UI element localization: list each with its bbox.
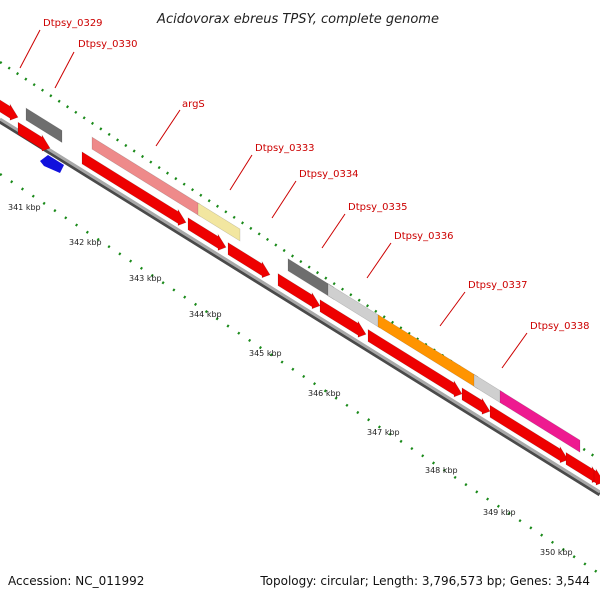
- gene-label-dtpsy-0334[interactable]: Dtpsy_0334: [299, 169, 359, 180]
- kbp-tick-labels: 341 kbp 342 kbp 343 kbp 344 kbp 345 kbp …: [8, 203, 573, 557]
- leader-dtpsy-0329: [19, 29, 41, 69]
- gene-feature-inner-3[interactable]: [187, 217, 227, 251]
- gene-feature-inner-2[interactable]: [81, 151, 187, 226]
- gene-feature-dtpsy-0338[interactable]: [499, 389, 581, 453]
- kbp-label-349: 349 kbp: [483, 508, 516, 517]
- kbp-label-342: 342 kbp: [69, 238, 102, 247]
- leader-dtpsy-0335: [321, 213, 346, 249]
- gene-feature-inner-1[interactable]: [17, 121, 51, 152]
- kbp-label-350: 350 kbp: [540, 548, 573, 557]
- leader-dtpsy-0333: [229, 154, 253, 191]
- kbp-label-348: 348 kbp: [425, 466, 458, 475]
- accession-text: Accession: NC_011992: [8, 574, 144, 588]
- gene-feature-inner-4[interactable]: [227, 242, 271, 279]
- kbp-label-346: 346 kbp: [308, 389, 341, 398]
- kbp-label-347: 347 kbp: [367, 428, 400, 437]
- leader-dtpsy-0336: [366, 242, 392, 279]
- gene-feature-inner-7[interactable]: [367, 328, 463, 398]
- kbp-label-341: 341 kbp: [8, 203, 41, 212]
- gene-label-args[interactable]: argS: [182, 99, 205, 110]
- gene-feature-inner-6[interactable]: [319, 299, 367, 338]
- map-title: Acidovorax ebreus TPSY, complete genome: [156, 12, 439, 27]
- leader-args: [155, 109, 181, 147]
- kbp-label-345: 345 kbp: [249, 349, 282, 358]
- kbp-label-344: 344 kbp: [189, 310, 222, 319]
- gene-label-dtpsy-0338[interactable]: Dtpsy_0338: [530, 321, 590, 332]
- gene-feature-inner-5[interactable]: [277, 273, 321, 310]
- genome-backbone: [0, 117, 600, 497]
- leader-dtpsy-0338: [501, 332, 528, 369]
- genome-summary-text: Topology: circular; Length: 3,796,573 bp…: [259, 574, 590, 588]
- gene-label-dtpsy-0333[interactable]: Dtpsy_0333: [255, 143, 315, 154]
- gene-label-dtpsy-0336[interactable]: Dtpsy_0336: [394, 231, 454, 242]
- gene-features: [0, 98, 600, 486]
- blue-feature: [40, 155, 64, 173]
- kbp-label-343: 343 kbp: [129, 274, 162, 283]
- gene-label-dtpsy-0337[interactable]: Dtpsy_0337: [468, 280, 528, 291]
- gene-feature-dtpsy-0336[interactable]: [327, 283, 381, 329]
- gene-label-dtpsy-0329[interactable]: Dtpsy_0329: [43, 18, 103, 29]
- leader-dtpsy-0334: [271, 180, 297, 219]
- gene-feature-dtpsy-0330[interactable]: [25, 107, 63, 144]
- leader-dtpsy-0337: [439, 291, 466, 327]
- gene-feature-inner-9[interactable]: [489, 404, 569, 464]
- gene-feature-inner-8[interactable]: [461, 387, 491, 415]
- label-leader-lines: [19, 29, 528, 369]
- gene-feature-dtpsy-0333[interactable]: [197, 202, 241, 242]
- gene-label-dtpsy-0330[interactable]: Dtpsy_0330: [78, 39, 138, 50]
- gene-label-dtpsy-0335[interactable]: Dtpsy_0335: [348, 202, 408, 213]
- gene-feature-grey-tail[interactable]: [473, 373, 505, 406]
- gene-feature-inner-11[interactable]: [593, 468, 600, 486]
- gene-feature-outer-start[interactable]: [0, 98, 19, 121]
- leader-dtpsy-0330: [54, 51, 75, 89]
- gene-labels: Dtpsy_0329 Dtpsy_0330 argS Dtpsy_0333 Dt…: [43, 18, 590, 332]
